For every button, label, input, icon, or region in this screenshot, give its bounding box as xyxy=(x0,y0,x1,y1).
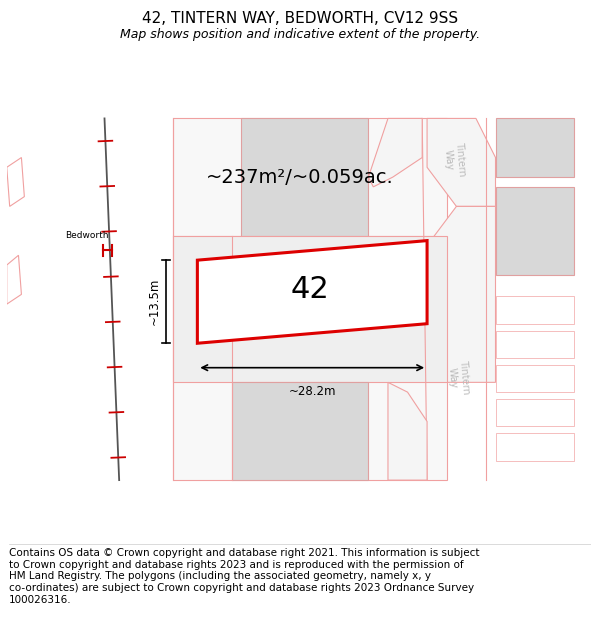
Polygon shape xyxy=(7,158,25,206)
Polygon shape xyxy=(496,433,574,461)
Polygon shape xyxy=(496,118,574,177)
Polygon shape xyxy=(173,236,446,382)
Text: Tintern
Way: Tintern Way xyxy=(446,359,470,396)
Text: Bedworth: Bedworth xyxy=(65,231,109,240)
Text: ~237m²/~0.059ac.: ~237m²/~0.059ac. xyxy=(206,168,394,187)
Polygon shape xyxy=(197,241,427,343)
Text: Map shows position and indicative extent of the property.: Map shows position and indicative extent… xyxy=(120,28,480,41)
Polygon shape xyxy=(427,118,496,206)
Polygon shape xyxy=(496,365,574,392)
Polygon shape xyxy=(232,382,368,480)
Polygon shape xyxy=(427,206,496,382)
Polygon shape xyxy=(368,118,422,187)
Text: ~13.5m: ~13.5m xyxy=(148,278,161,326)
Polygon shape xyxy=(496,331,574,358)
Text: ~28.2m: ~28.2m xyxy=(289,385,336,398)
Text: Tintern
Way: Tintern Way xyxy=(442,141,467,177)
Polygon shape xyxy=(496,296,574,324)
Text: Contains OS data © Crown copyright and database right 2021. This information is : Contains OS data © Crown copyright and d… xyxy=(9,548,479,604)
Text: 42, TINTERN WAY, BEDWORTH, CV12 9SS: 42, TINTERN WAY, BEDWORTH, CV12 9SS xyxy=(142,11,458,26)
Polygon shape xyxy=(388,382,427,480)
Polygon shape xyxy=(496,187,574,275)
Polygon shape xyxy=(7,255,22,304)
Polygon shape xyxy=(241,118,368,236)
Polygon shape xyxy=(496,399,574,426)
Text: 42: 42 xyxy=(290,275,329,304)
Polygon shape xyxy=(173,118,446,480)
